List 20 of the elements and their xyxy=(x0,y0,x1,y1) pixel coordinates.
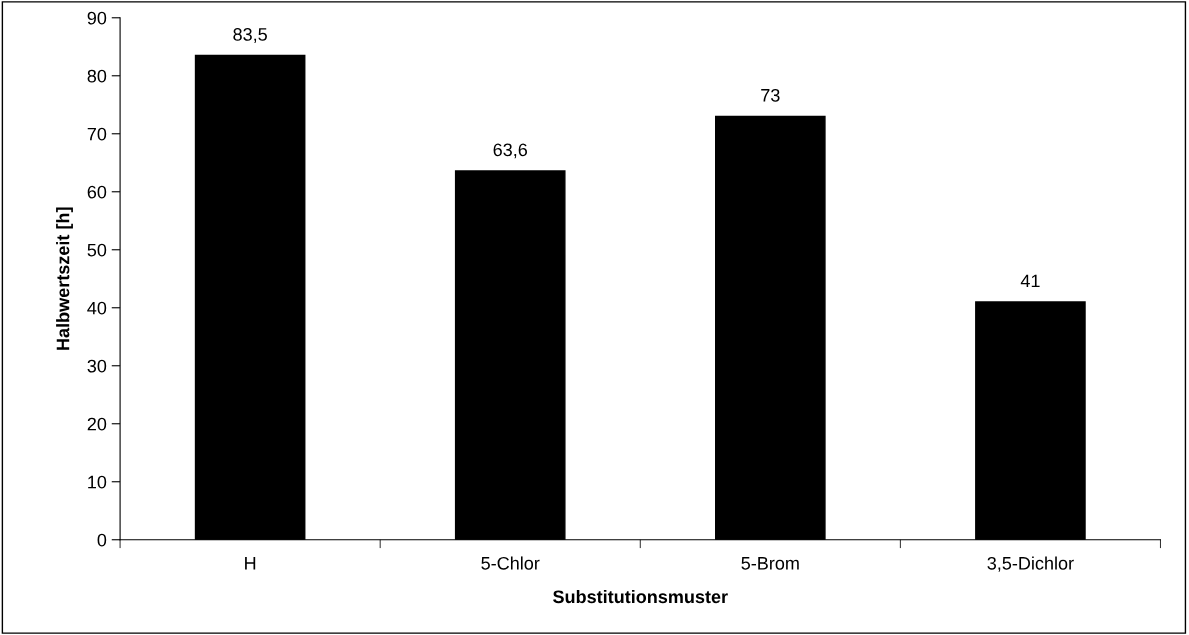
y-tick-label: 0 xyxy=(97,533,107,547)
x-axis-title: Substitutionsmuster xyxy=(553,589,728,604)
x-tick-label: 5-Chlor xyxy=(481,556,540,570)
x-tick-label: H xyxy=(245,557,256,570)
x-tick-label: 3,5-Dichlor xyxy=(987,556,1074,572)
y-axis-title: Halbwertszeit [h] xyxy=(56,207,73,350)
y-tick-label: 90 xyxy=(87,11,107,25)
y-tick-label: 70 xyxy=(87,127,107,141)
y-tick-label: 80 xyxy=(87,69,107,83)
data-label: 41 xyxy=(1020,274,1040,288)
y-tick-label: 60 xyxy=(87,185,107,199)
data-label: 83,5 xyxy=(233,28,267,43)
y-tick-label: 30 xyxy=(87,359,107,373)
y-tick-label: 50 xyxy=(87,243,107,257)
y-tick-label: 10 xyxy=(88,475,107,489)
y-tick-label: 40 xyxy=(87,301,107,315)
y-tick-label: 20 xyxy=(87,417,107,431)
data-label: 73 xyxy=(761,88,780,102)
data-label: 63,6 xyxy=(493,143,528,159)
x-tick-label: 5-Brom xyxy=(741,557,799,570)
